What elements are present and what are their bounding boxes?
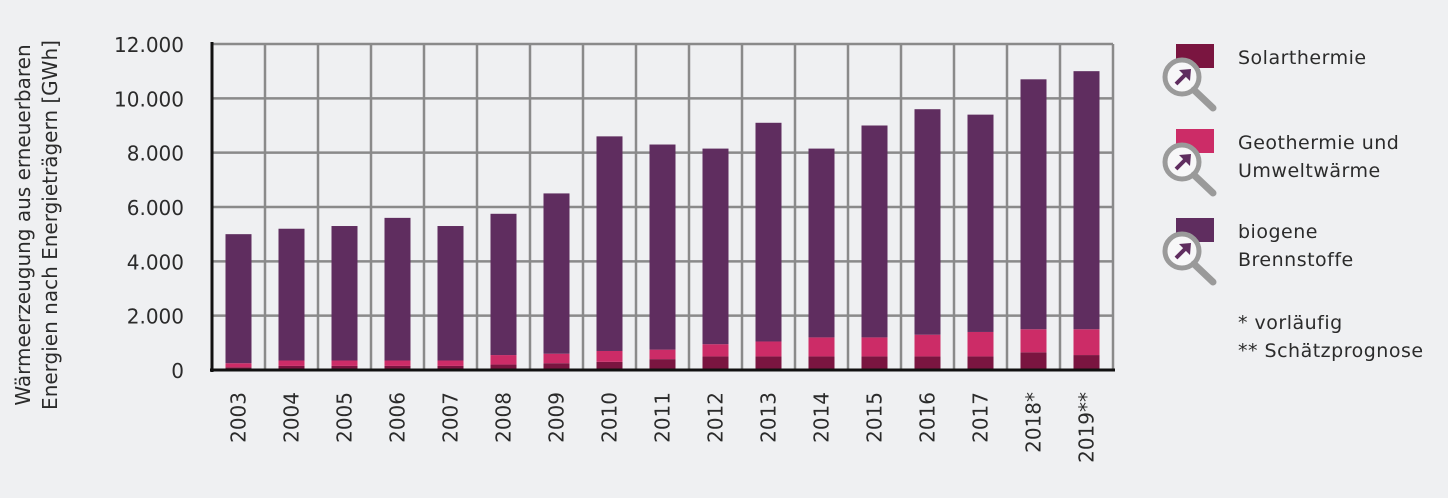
bar-segment	[437, 365, 464, 370]
bar-segment	[384, 365, 411, 370]
y-tick-label: 10.000	[114, 87, 184, 111]
bar-segment	[278, 365, 305, 370]
bar-segment	[278, 228, 305, 361]
bar-segment	[331, 226, 358, 361]
bar-segment	[490, 364, 517, 370]
bar-segment	[861, 337, 888, 357]
bar-segment	[914, 356, 941, 370]
y-tick-label: 4.000	[127, 250, 184, 274]
bar-segment	[967, 331, 994, 357]
bar-segment	[490, 213, 517, 356]
y-tick-label: 2.000	[127, 305, 184, 329]
bar-segment	[649, 349, 676, 360]
y-tick-label: 6.000	[127, 196, 184, 220]
legend-label-line: Geothermie und	[1238, 132, 1400, 154]
bar-segment	[967, 356, 994, 370]
bar-segment	[755, 356, 782, 370]
bar-segment	[861, 125, 888, 338]
bar-segment	[278, 360, 305, 366]
legend-label-line: Umweltwärme	[1238, 160, 1381, 182]
x-tick-label: 2008	[492, 392, 516, 443]
bar-segment	[755, 122, 782, 342]
x-tick-label: 2011	[651, 392, 675, 443]
bar-segment	[649, 144, 676, 350]
bar-segment	[225, 363, 252, 368]
legend-item-solarthermie[interactable]: Solarthermie	[1158, 44, 1448, 124]
bar-segment	[914, 334, 941, 357]
bar-segment	[543, 193, 570, 354]
bar-segment	[808, 356, 835, 370]
bar-segment	[437, 226, 464, 361]
legend-item-biogene[interactable]: biogene Brennstoffe	[1158, 218, 1448, 298]
bar-segment	[1020, 352, 1047, 370]
bar-segment	[702, 148, 729, 345]
x-tick-label: 2003	[227, 392, 251, 443]
x-tick-label: 2009	[545, 392, 569, 443]
bar-segment	[331, 365, 358, 370]
x-tick-label: 2016	[916, 392, 940, 443]
x-tick-label: 2014	[810, 392, 834, 443]
note-forecast: ** Schätzprognose	[1238, 340, 1424, 362]
bar-segment	[384, 217, 411, 361]
y-axis-title: Wärmeerzeugung aus erneuerbaren Energien…	[10, 25, 90, 425]
bar-segment	[543, 363, 570, 370]
legend-label-line: biogene	[1238, 221, 1318, 243]
x-tick-label: 2013	[757, 392, 781, 443]
y-tick-label: 12.000	[114, 33, 184, 57]
magnifier-arrow-icon[interactable]	[1158, 52, 1218, 112]
note-preliminary: * vorläufig	[1238, 312, 1343, 334]
bar-segment	[914, 109, 941, 335]
y-tick-label: 8.000	[127, 142, 184, 166]
bar-segment	[967, 114, 994, 332]
bar-segment	[861, 356, 888, 370]
x-tick-label: 2007	[439, 392, 463, 443]
bar-segment	[808, 337, 835, 357]
x-tick-label: 2015	[863, 392, 887, 443]
bar-segment	[1073, 329, 1100, 356]
x-tick-label: 2006	[386, 392, 410, 443]
x-tick-label: 2019**	[1075, 392, 1099, 463]
bar-segment	[755, 341, 782, 357]
y-axis-title-line-1: Wärmeerzeugung aus erneuerbaren	[11, 44, 35, 406]
bar-segment	[1020, 79, 1047, 330]
legend-label-line: Solarthermie	[1238, 47, 1367, 69]
bar-segment	[543, 353, 570, 364]
bar-segment	[808, 148, 835, 338]
bar-segment	[649, 359, 676, 370]
bar-segment	[1073, 355, 1100, 370]
x-tick-label: 2017	[969, 392, 993, 443]
magnifier-arrow-icon[interactable]	[1158, 226, 1218, 286]
legend-label-geothermie: Geothermie und Umweltwärme	[1238, 129, 1399, 185]
bar-segment	[384, 360, 411, 366]
x-tick-label: 2012	[704, 392, 728, 443]
bar-segment	[596, 136, 623, 351]
legend-item-geothermie[interactable]: Geothermie und Umweltwärme	[1158, 129, 1448, 209]
x-tick-label: 2004	[280, 392, 304, 443]
legend-label-solarthermie: Solarthermie	[1238, 44, 1367, 72]
y-axis-title-line-2: Energien nach Energieträgern [GWh]	[38, 40, 62, 410]
bar-segment	[225, 234, 252, 364]
x-tick-label: 2010	[598, 392, 622, 443]
x-tick-label: 2005	[333, 392, 357, 443]
legend-label-line: Brennstoffe	[1238, 249, 1354, 271]
bar-segment	[702, 344, 729, 357]
y-tick-label: 0	[171, 359, 184, 383]
bar-segment	[702, 356, 729, 370]
bar-segment	[596, 361, 623, 370]
bar-segment	[437, 360, 464, 366]
x-tick-label: 2018*	[1022, 392, 1046, 453]
bar-segment	[331, 360, 358, 366]
legend-label-biogene: biogene Brennstoffe	[1238, 218, 1354, 274]
magnifier-arrow-icon[interactable]	[1158, 137, 1218, 197]
bar-segment	[596, 350, 623, 362]
bar-segment	[1020, 329, 1047, 353]
bar-segment	[1073, 71, 1100, 330]
legend-notes: * vorläufig ** Schätzprognose	[1238, 309, 1424, 365]
bar-segment	[490, 355, 517, 365]
